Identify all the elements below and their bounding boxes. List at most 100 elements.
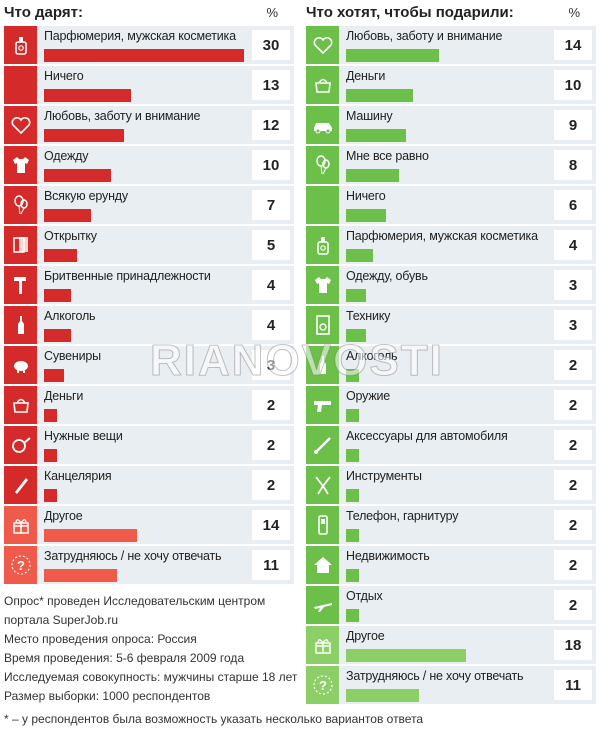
chart-left-header: Что дарят: % xyxy=(4,0,294,26)
value-label: 8 xyxy=(554,150,592,180)
bar-row: Аксессуары для автомобиля 2 xyxy=(306,426,596,464)
category-label: Канцелярия xyxy=(44,469,112,483)
bar-row: Оружие 2 xyxy=(306,386,596,424)
value-label: 2 xyxy=(252,390,290,420)
pen-icon xyxy=(4,466,37,504)
note-line: Размер выборки: 1000 респондентов xyxy=(4,689,211,703)
bar-row: ? Затрудняюсь / не хочу отвечать 11 xyxy=(306,666,596,704)
category-label: Любовь, заботу и внимание xyxy=(346,29,503,43)
bar-row: Отдых 2 xyxy=(306,586,596,624)
shirt-icon xyxy=(4,146,37,184)
bar-row: Другое 18 xyxy=(306,626,596,664)
value-label: 4 xyxy=(252,310,290,340)
value-label: 2 xyxy=(554,390,592,420)
category-label: Всякую ерунду xyxy=(44,189,128,203)
value-label: 2 xyxy=(554,470,592,500)
bar-row: Парфюмерия, мужская косметика 30 xyxy=(4,26,294,64)
chart-left-rows: Парфюмерия, мужская косметика 30 Ничего 13 Л… xyxy=(4,26,294,584)
note-line: Время проведения: 5-6 февраля 2009 года xyxy=(4,651,245,665)
chart-left: Что дарят: % Парфюмерия, мужская космети… xyxy=(4,0,294,586)
bar xyxy=(44,49,244,62)
value-label: 2 xyxy=(554,590,592,620)
bar-row: Одежду, обувь 3 xyxy=(306,266,596,304)
bar-row: Недвижимость 2 xyxy=(306,546,596,584)
category-label: Парфюмерия, мужская косметика xyxy=(44,29,236,43)
bar xyxy=(44,209,91,222)
category-label: Другое xyxy=(346,629,385,643)
value-label: 2 xyxy=(554,430,592,460)
chart-right: Что хотят, чтобы подарили: % Любовь, заб… xyxy=(306,0,596,706)
bar xyxy=(44,369,64,382)
bar-row: Ничего 13 xyxy=(4,66,294,104)
blank-icon xyxy=(306,186,339,224)
bar xyxy=(346,409,359,422)
value-label: 2 xyxy=(252,470,290,500)
bar xyxy=(44,289,71,302)
perfume-icon xyxy=(306,226,339,264)
chart-right-rows: Любовь, заботу и внимание 14 Деньги 10 Машин… xyxy=(306,26,596,704)
category-label: Сувениры xyxy=(44,349,101,363)
value-label: 5 xyxy=(252,230,290,260)
gift-icon xyxy=(306,626,339,664)
category-label: Любовь, заботу и внимание xyxy=(44,109,201,123)
bar xyxy=(44,489,57,502)
chart-right-header: Что хотят, чтобы подарили: % xyxy=(306,0,596,26)
category-label: Затрудняюсь / не хочу отвечать xyxy=(44,549,222,563)
bar xyxy=(44,89,131,102)
bar xyxy=(346,169,399,182)
value-label: 10 xyxy=(252,150,290,180)
bar xyxy=(346,289,366,302)
category-label: Деньги xyxy=(346,69,386,83)
category-label: Мне все равно xyxy=(346,149,429,163)
value-label: 18 xyxy=(554,630,592,660)
category-label: Ничего xyxy=(346,189,386,203)
svg-text:?: ? xyxy=(319,678,327,693)
wiper-icon xyxy=(306,426,339,464)
value-label: 9 xyxy=(554,110,592,140)
category-label: Алкоголь xyxy=(346,349,398,363)
chart-right-unit: % xyxy=(568,5,580,20)
category-label: Нужные вещи xyxy=(44,429,123,443)
bottle-icon xyxy=(4,306,37,344)
bar xyxy=(346,249,373,262)
bar-row: Ничего 6 xyxy=(306,186,596,224)
bar-row: Алкоголь 4 xyxy=(4,306,294,344)
value-label: 11 xyxy=(252,550,290,580)
category-label: Оружие xyxy=(346,389,391,403)
footnote: * – у респондентов была возможность указ… xyxy=(4,712,424,726)
purse-icon xyxy=(306,66,339,104)
bar-row: Парфюмерия, мужская косметика 4 xyxy=(306,226,596,264)
value-label: 7 xyxy=(252,190,290,220)
value-label: 4 xyxy=(554,230,592,260)
category-label: Деньги xyxy=(44,389,84,403)
bar xyxy=(346,449,359,462)
bar-row: Канцелярия 2 xyxy=(4,466,294,504)
chart-left-title: Что дарят: xyxy=(4,4,83,21)
question-icon: ? xyxy=(4,546,37,584)
category-label: Открытку xyxy=(44,229,97,243)
gift-icon xyxy=(4,506,37,544)
value-label: 2 xyxy=(554,550,592,580)
value-label: 12 xyxy=(252,110,290,140)
bar-row: Инструменты 2 xyxy=(306,466,596,504)
note-line: Исследуемая совокупность: мужчины старше… xyxy=(4,670,298,684)
bar-row: Алкоголь 2 xyxy=(306,346,596,384)
value-label: 2 xyxy=(554,350,592,380)
value-label: 4 xyxy=(252,270,290,300)
pliers-icon xyxy=(306,466,339,504)
bar-row: ? Затрудняюсь / не хочу отвечать 11 xyxy=(4,546,294,584)
note-line: Место проведения опроса: Россия xyxy=(4,632,197,646)
category-label: Телефон, гарнитуру xyxy=(346,509,459,523)
value-label: 2 xyxy=(554,510,592,540)
value-label: 30 xyxy=(252,30,290,60)
value-label: 10 xyxy=(554,70,592,100)
bar xyxy=(346,89,413,102)
value-label: 13 xyxy=(252,70,290,100)
perfume-icon xyxy=(4,26,37,64)
house-icon xyxy=(306,546,339,584)
category-label: Парфюмерия, мужская косметика xyxy=(346,229,538,243)
bar-row: Деньги 2 xyxy=(4,386,294,424)
note-line: Опрос* проведен Исследовательским центро… xyxy=(4,594,266,608)
bar-row: Всякую ерунду 7 xyxy=(4,186,294,224)
value-label: 3 xyxy=(554,270,592,300)
